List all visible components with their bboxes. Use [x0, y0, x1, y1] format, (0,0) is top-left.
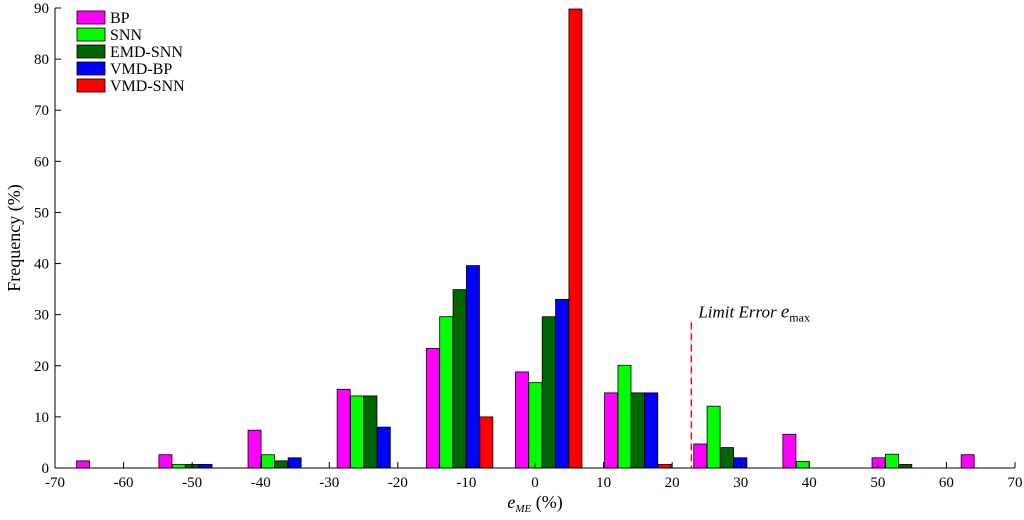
bar-snn-9	[885, 453, 899, 469]
y-tick-label: 10	[34, 410, 49, 426]
bar-snn-7	[706, 405, 721, 469]
bar-snn-5	[528, 382, 543, 469]
legend-label-snn: SNN	[110, 27, 142, 44]
y-tick-label: 60	[34, 154, 49, 170]
bar-snn-8	[795, 460, 810, 469]
x-tick-label: 10	[596, 475, 611, 491]
legend-label-bp: BP	[110, 10, 130, 27]
x-tick-label: 20	[665, 475, 680, 491]
bar-bp-3	[336, 388, 351, 469]
y-tick-label: 0	[42, 461, 50, 477]
bar-bp-0	[76, 460, 91, 469]
bar-bp-4	[425, 347, 440, 469]
x-ticks: -70 -60 -50 -40 -30 -20 -10 0 10 20 30 40 50 60 70	[45, 462, 1023, 491]
bar-vmd-snn-6	[657, 464, 672, 469]
bar-snn-1	[171, 464, 186, 469]
limit-error-annotation: Limit Error emax	[690, 301, 810, 468]
y-ticks: 0 10 20 30 40 50 60 70 80 90	[34, 1, 61, 477]
y-axis-label: Frequency (%)	[4, 184, 25, 291]
y-tick-label: 30	[34, 308, 49, 324]
x-tick-label: 60	[939, 475, 954, 491]
legend-swatch-vmd-bp	[76, 61, 106, 76]
bar-emd-snn-2	[274, 460, 289, 469]
bar-snn-4	[439, 316, 454, 469]
bar-emd-snn-6	[630, 392, 645, 469]
bars-group	[76, 8, 975, 469]
x-tick-label: -30	[319, 475, 339, 491]
y-tick-label: 50	[34, 205, 49, 221]
legend-label-emd-snn: EMD-SNN	[110, 44, 183, 61]
bar-vmd-bp-5	[555, 298, 570, 469]
bar-vmd-bp-6	[644, 392, 659, 469]
bar-bp-6	[604, 392, 619, 469]
legend-label-vmd-bp: VMD-BP	[110, 61, 172, 78]
bar-vmd-bp-4	[466, 265, 480, 469]
x-tick-label: -50	[182, 475, 202, 491]
legend-swatch-vmd-snn	[76, 78, 106, 93]
y-tick-label: 40	[34, 257, 49, 273]
bar-bp-9	[871, 457, 886, 469]
bar-snn-6	[617, 364, 632, 469]
x-tick-label: -20	[388, 475, 408, 491]
bar-emd-snn-4	[452, 289, 467, 469]
bar-snn-3	[350, 395, 364, 469]
bar-bp-7	[693, 443, 708, 469]
x-tick-label: -40	[251, 475, 271, 491]
x-tick-label: 50	[870, 475, 885, 491]
bar-snn-2	[260, 454, 275, 469]
bar-bp-1	[158, 454, 173, 469]
y-tick-label: 80	[34, 52, 49, 68]
bar-bp-10	[960, 454, 975, 469]
y-tick-label: 90	[34, 1, 49, 17]
x-axis-label: eME (%)	[507, 492, 562, 515]
bar-vmd-snn-5	[568, 8, 583, 469]
bar-emd-snn-3	[363, 395, 378, 469]
bar-vmd-snn-4	[479, 416, 494, 469]
x-tick-label: 0	[531, 475, 539, 491]
bar-bp-5	[515, 371, 529, 469]
x-tick-label: -60	[114, 475, 134, 491]
x-tick-label: 40	[802, 475, 817, 491]
limit-error-label: Limit Error emax	[697, 301, 810, 324]
bar-bp-2	[247, 429, 262, 469]
legend-label-vmd-snn: VMD-SNN	[110, 78, 185, 95]
bar-vmd-bp-3	[376, 426, 391, 469]
x-tick-label: -10	[456, 475, 476, 491]
legend-swatch-bp	[76, 10, 106, 25]
x-tick-label: 30	[733, 475, 748, 491]
bar-vmd-bp-1	[198, 464, 213, 469]
bar-emd-snn-5	[541, 316, 556, 469]
legend-swatch-snn	[76, 27, 106, 42]
x-tick-label: 70	[1008, 475, 1023, 491]
y-tick-label: 20	[34, 359, 49, 375]
bar-emd-snn-7	[720, 447, 734, 469]
legend-swatch-emd-snn	[76, 44, 106, 59]
bar-bp-8	[782, 433, 797, 469]
bar-emd-snn-9	[898, 464, 913, 469]
y-tick-label: 70	[34, 103, 49, 119]
x-tick-label: -70	[45, 475, 65, 491]
bar-vmd-bp-2	[287, 457, 302, 469]
